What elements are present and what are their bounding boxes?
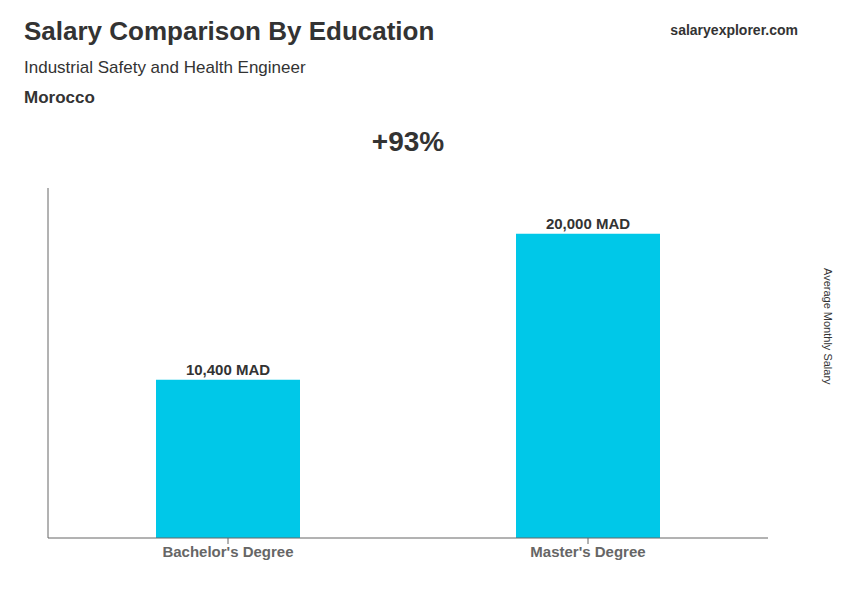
html-text:Salary Comparison By Education: Salary Comparison By Education	[24, 16, 435, 46]
html-text:Industrial Safety and Health E: Industrial Safety and Health Engineer	[24, 58, 306, 77]
svg-text:10,400 MAD: 10,400 MAD	[186, 361, 270, 378]
html-text:Average Monthly Salary: Average Monthly Salary	[822, 268, 834, 385]
svg-text:Master's Degree: Master's Degree	[530, 543, 645, 560]
svg-text:Bachelor's Degree: Bachelor's Degree	[162, 543, 293, 560]
html-text:+93%: +93%	[371, 126, 445, 157]
html-text:Morocco: Morocco	[24, 88, 95, 107]
svg-text:20,000 MAD: 20,000 MAD	[546, 215, 630, 232]
html-text:salaryexplorer.com: salaryexplorer.com	[670, 22, 798, 38]
